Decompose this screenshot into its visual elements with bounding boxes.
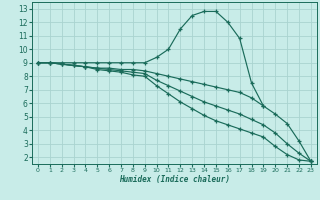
X-axis label: Humidex (Indice chaleur): Humidex (Indice chaleur): [119, 175, 230, 184]
